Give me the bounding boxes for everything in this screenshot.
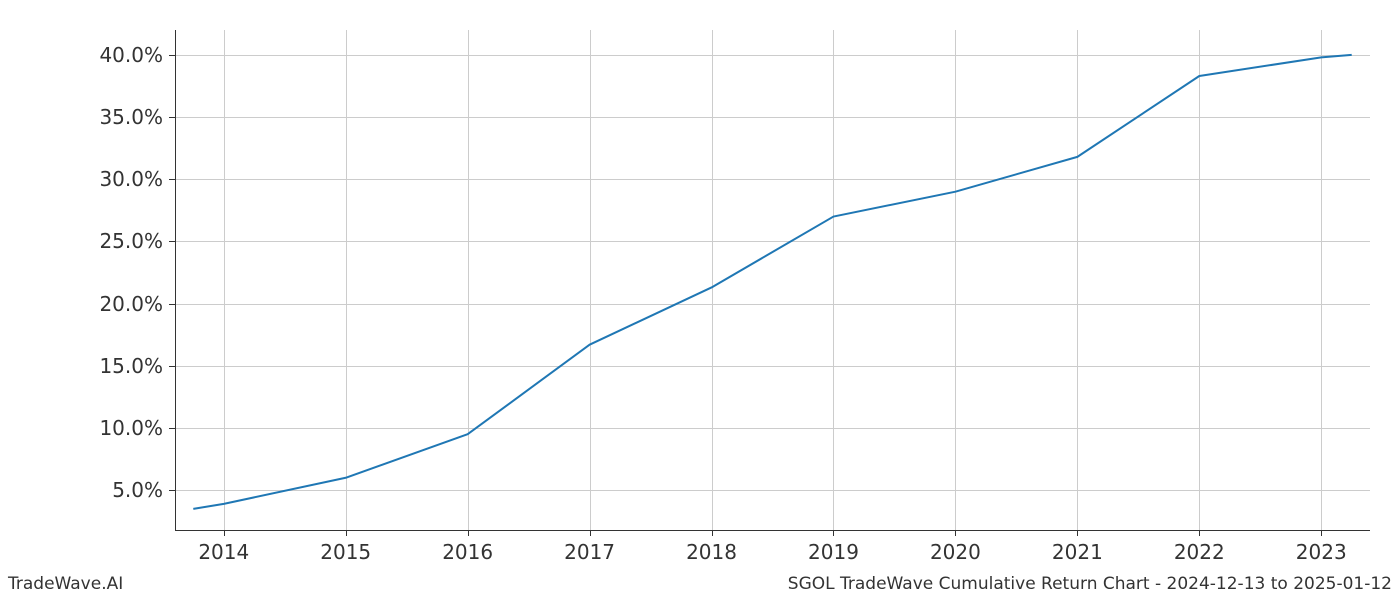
y-tick-label: 40.0%	[99, 43, 163, 67]
footer-left-text: TradeWave.AI	[8, 574, 123, 594]
x-tick-label: 2023	[1296, 540, 1347, 564]
footer-right-text: SGOL TradeWave Cumulative Return Chart -…	[788, 574, 1392, 594]
y-tick-label: 15.0%	[99, 354, 163, 378]
y-tick-label: 5.0%	[112, 478, 163, 502]
data-line	[193, 55, 1351, 509]
x-tick-label: 2014	[198, 540, 249, 564]
x-tick-label: 2019	[808, 540, 859, 564]
y-tick-label: 20.0%	[99, 292, 163, 316]
x-tick-label: 2020	[930, 540, 981, 564]
x-tick-label: 2022	[1174, 540, 1225, 564]
x-tick-label: 2017	[564, 540, 615, 564]
y-tick-label: 30.0%	[99, 167, 163, 191]
y-tick-label: 10.0%	[99, 416, 163, 440]
x-tick-label: 2021	[1052, 540, 1103, 564]
x-tick-label: 2015	[320, 540, 371, 564]
y-tick-label: 35.0%	[99, 105, 163, 129]
y-tick-label: 25.0%	[99, 229, 163, 253]
x-tick-label: 2018	[686, 540, 737, 564]
plot-area: 2014201520162017201820192020202120222023…	[175, 30, 1370, 530]
line-series-svg	[175, 30, 1370, 530]
x-axis-spine	[175, 530, 1370, 531]
x-tick-label: 2016	[442, 540, 493, 564]
chart-container: 2014 2015 2016 2017 2018 2019 2020 2021 2022 2023…	[0, 0, 1400, 600]
